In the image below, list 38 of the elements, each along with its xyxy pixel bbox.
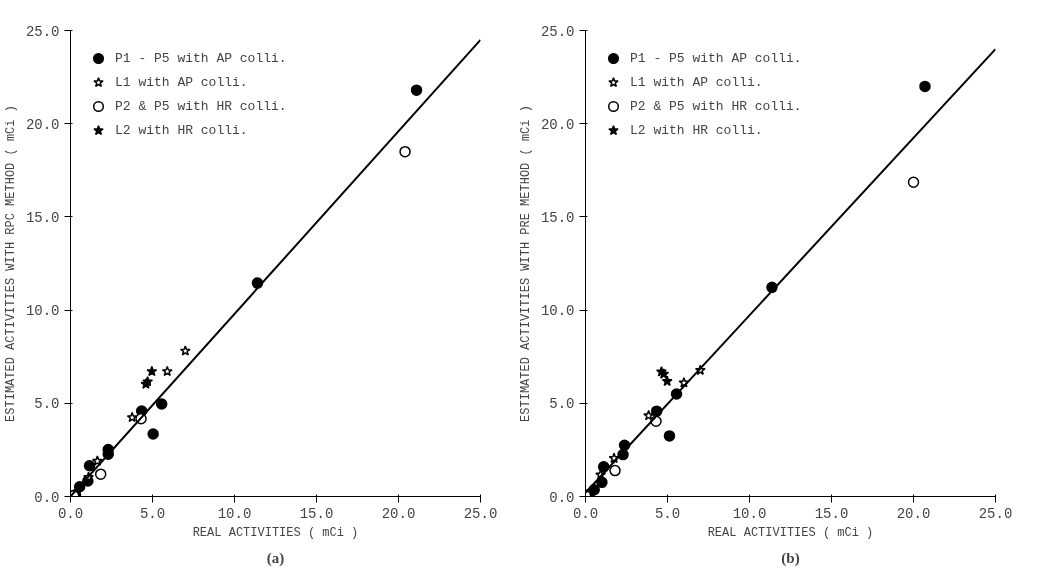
- y-axis-title: ESTIMATED ACTIVITIES WITH RPC METHOD ( mCi ): [3, 105, 18, 422]
- y-tick-label: 15.0: [25, 209, 60, 226]
- y-tick-label: 10.0: [540, 303, 575, 320]
- text: (b): [781, 549, 800, 567]
- x-tick-label: 15.0: [299, 505, 334, 522]
- y-tick-label: 25.0: [25, 23, 60, 40]
- y-axis-title: ESTIMATED ACTIVITIES WITH PRE METHOD ( mCi ): [518, 105, 533, 422]
- legend-label: P2 & P5 with HR colli.: [115, 98, 287, 114]
- x-tick-label: 10.0: [217, 505, 252, 522]
- y-tick-label: 20.0: [25, 116, 60, 133]
- x-tick-label: 25.0: [978, 505, 1013, 522]
- y-tick-label: 5.0: [549, 396, 575, 413]
- x-tick-label: 5.0: [654, 505, 681, 522]
- y-tick-label: 25.0: [540, 23, 575, 40]
- legend-label: P1 - P5 with AP colli.: [115, 50, 287, 66]
- legend-label: L1 with AP colli.: [115, 74, 248, 90]
- y-tick-label: 5.0: [34, 396, 60, 413]
- y-tick-label: 15.0: [540, 209, 575, 226]
- x-tick-label: 25.0: [463, 505, 498, 522]
- x-tick-label: 20.0: [381, 505, 416, 522]
- x-tick-label: 0.0: [572, 505, 599, 522]
- legend-label: P2 & P5 with HR colli.: [630, 98, 802, 114]
- x-tick-label: 0.0: [57, 505, 84, 522]
- legend-label: P1 - P5 with AP colli.: [630, 50, 802, 66]
- legend-label: L1 with AP colli.: [630, 74, 763, 90]
- x-tick-label: 15.0: [814, 505, 849, 522]
- text: (a): [266, 549, 285, 567]
- x-axis-title: REAL ACTIVITIES ( mCi ): [707, 525, 874, 540]
- y-tick-label: 0.0: [34, 489, 60, 506]
- y-tick-label: 20.0: [540, 116, 575, 133]
- x-tick-label: 10.0: [732, 505, 767, 522]
- x-tick-label: 5.0: [139, 505, 166, 522]
- legend-label: L2 with HR colli.: [630, 122, 763, 138]
- y-tick-label: 10.0: [25, 303, 60, 320]
- y-tick-label: 0.0: [549, 489, 575, 506]
- x-axis-title: REAL ACTIVITIES ( mCi ): [192, 525, 359, 540]
- x-tick-label: 20.0: [896, 505, 931, 522]
- legend-label: L2 with HR colli.: [115, 122, 248, 138]
